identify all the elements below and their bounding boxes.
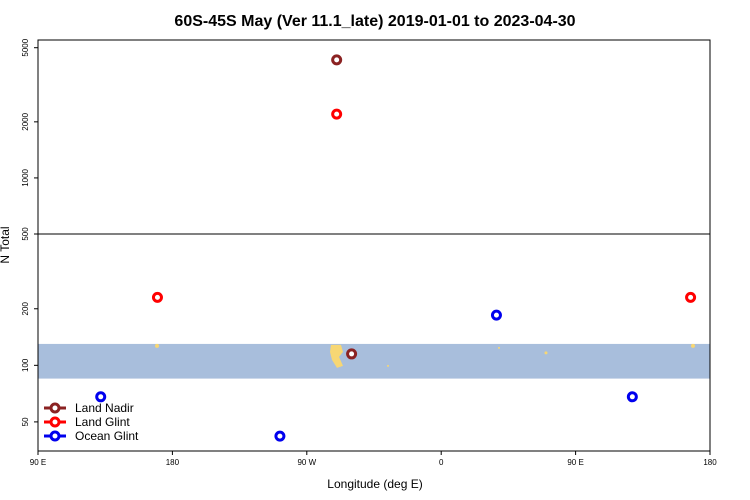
x-tick-label: 180 [703, 458, 717, 467]
y-tick-label: 2000 [21, 112, 30, 130]
data-points [95, 54, 697, 442]
ocean-band [38, 343, 710, 379]
y-tick-label: 200 [21, 302, 30, 316]
legend-item-land-glint: Land Glint [44, 415, 130, 429]
legend-item-land-nadir: Land Nadir [44, 401, 134, 415]
island [544, 351, 548, 355]
y-axis-label: N Total [0, 226, 12, 263]
land-glint-point [685, 291, 697, 303]
land-nadir-point [331, 54, 343, 66]
y-tick-label: 1000 [21, 168, 30, 186]
y-tick-label: 50 [21, 417, 30, 426]
x-axis-label: Longitude (deg E) [327, 477, 422, 491]
chart-title: 60S-45S May (Ver 11.1_late) 2019-01-01 t… [174, 13, 575, 30]
ocean-glint-point [490, 309, 502, 321]
land-glint-point [151, 291, 163, 303]
island [691, 343, 695, 348]
y-tick-label: 5000 [21, 38, 30, 56]
y-tick-label: 500 [21, 227, 30, 241]
plot-area: 90 E 180 90 W 0 90 E 180501002005001000200050… [21, 38, 717, 467]
y-tick-label: 100 [21, 358, 30, 372]
land-nadir-point [346, 348, 358, 360]
legend-item-ocean-glint: Ocean Glint [44, 429, 139, 443]
land-masses [155, 343, 695, 368]
legend-marker [49, 430, 61, 442]
ocean-glint-point [274, 430, 286, 442]
south-america-tip [330, 344, 343, 368]
island [155, 343, 159, 348]
legend-label: Land Glint [75, 415, 130, 429]
x-tick-label: 90 W [297, 458, 316, 467]
plot-frame [37, 39, 711, 452]
ocean-glint-point [626, 391, 638, 403]
legend-label: Land Nadir [75, 401, 134, 415]
island [498, 346, 500, 349]
ocean-glint-point [95, 391, 107, 403]
legend-label: Ocean Glint [75, 429, 139, 443]
legend-marker [49, 402, 61, 414]
x-tick-label: 90 E [567, 458, 583, 467]
x-tick-label: 180 [166, 458, 180, 467]
x-axis: 90 E 180 90 W 0 90 E 180 [30, 451, 717, 467]
y-axis: 50 100 200 500 1000 2000 5000 [21, 38, 38, 426]
x-tick-label: 0 [439, 458, 444, 467]
x-tick-label: 90 E [30, 458, 46, 467]
legend-marker [49, 416, 61, 428]
land-glint-point [331, 108, 343, 120]
island [387, 364, 389, 367]
